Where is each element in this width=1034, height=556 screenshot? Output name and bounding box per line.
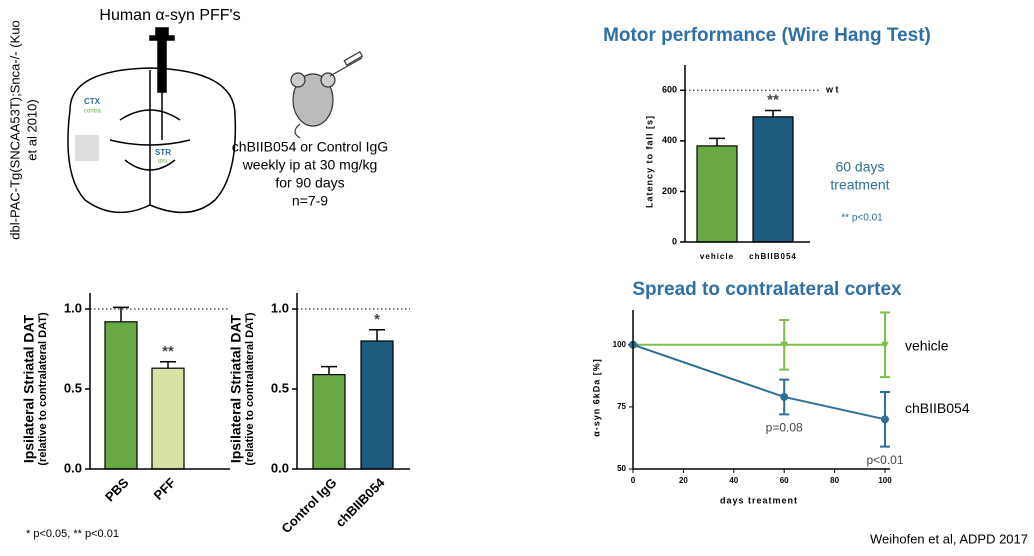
treatment-line: for 90 days bbox=[275, 175, 344, 191]
reference-label: w t bbox=[825, 85, 839, 95]
x-tick-label: PBS bbox=[102, 475, 132, 505]
bar bbox=[105, 322, 137, 469]
treatment-line: weekly ip at 30 mg/kg bbox=[242, 157, 378, 173]
brain-label: CTX bbox=[84, 97, 101, 106]
brain-label: ipsi bbox=[158, 159, 167, 165]
y-tick-label: 0.0 bbox=[64, 460, 82, 475]
treatment-line: chBIIB054 or Control IgG bbox=[232, 139, 388, 155]
note: 60 days bbox=[835, 159, 884, 175]
y-tick-label: 400 bbox=[662, 135, 677, 145]
y-tick-label: 0.5 bbox=[64, 380, 82, 395]
y-axis-label: Latency to fall [s] bbox=[644, 115, 654, 208]
citation: Weihofen et al, ADPD 2017 bbox=[870, 531, 1028, 546]
annotation: ** bbox=[767, 91, 779, 108]
note: ** p<0.01 bbox=[841, 213, 883, 224]
bar bbox=[361, 341, 393, 469]
x-tick-label: 80 bbox=[830, 476, 839, 485]
bar bbox=[152, 368, 184, 469]
x-tick-label: 0 bbox=[631, 476, 636, 485]
treatment-line: n=7-9 bbox=[292, 193, 328, 209]
y-tick-label: 600 bbox=[662, 85, 677, 95]
series-label: chBIIB054 bbox=[905, 400, 970, 416]
brain-label: STR bbox=[155, 148, 171, 157]
y-tick-label: 200 bbox=[662, 186, 677, 196]
x-tick-label: 100 bbox=[878, 476, 892, 485]
series-line bbox=[633, 345, 885, 420]
error-bar bbox=[765, 111, 781, 117]
y-axis-label: (relative to contralateral DAT) bbox=[37, 312, 49, 466]
error-bar bbox=[709, 138, 725, 146]
series-label: vehicle bbox=[905, 337, 949, 353]
y-tick-label: 0 bbox=[672, 236, 677, 246]
strain-line: et al 2010) bbox=[24, 99, 39, 160]
y-tick-label: 0.0 bbox=[271, 460, 289, 475]
footnote: * p<0.05, ** p<0.01 bbox=[26, 528, 119, 540]
y-axis-label: α-syn 6kDa [%] bbox=[591, 358, 601, 437]
y-tick-label: 100 bbox=[613, 340, 627, 349]
y-axis-label: Ipsilateral Striatal DAT bbox=[21, 314, 37, 463]
y-tick-label: 75 bbox=[617, 402, 626, 411]
x-tick-label: vehicle bbox=[700, 252, 734, 261]
bar bbox=[753, 117, 793, 242]
mouse-icon bbox=[291, 52, 362, 138]
chart-title: Spread to contralateral cortex bbox=[632, 279, 902, 300]
x-tick-label: Control IgG bbox=[278, 475, 339, 536]
y-tick-label: 1.0 bbox=[271, 300, 289, 315]
brain-diagram bbox=[68, 28, 235, 212]
annotation: p=0.08 bbox=[766, 421, 803, 435]
marker bbox=[780, 393, 788, 401]
slide: Human α-syn PFF's dbl-PAC-Tg(SNCAA53T);S… bbox=[0, 0, 1034, 556]
y-tick-label: 50 bbox=[617, 464, 626, 473]
error-bar bbox=[369, 330, 385, 341]
error-bar bbox=[160, 362, 176, 368]
bar bbox=[697, 146, 737, 242]
brain-label: contra bbox=[84, 109, 101, 115]
chart-title: Motor performance (Wire Hang Test) bbox=[603, 25, 931, 46]
bar bbox=[313, 375, 345, 469]
annotation: * bbox=[374, 311, 380, 328]
x-tick-label: PFF bbox=[151, 475, 179, 503]
note: treatment bbox=[830, 177, 889, 193]
annotation: p<0.01 bbox=[866, 453, 903, 467]
x-tick-label: 20 bbox=[679, 476, 688, 485]
annotation: ** bbox=[162, 343, 174, 360]
x-tick-label: 40 bbox=[729, 476, 738, 485]
strain-label: dbl-PAC-Tg(SNCAA53T);Snca-/- (Kuo et al … bbox=[7, 20, 39, 239]
x-tick-label: chBIIB054 bbox=[749, 252, 797, 261]
strain-line: dbl-PAC-Tg(SNCAA53T);Snca-/- (Kuo bbox=[7, 20, 22, 239]
x-axis-label: days treatment bbox=[720, 495, 798, 505]
marker bbox=[881, 415, 889, 423]
error-bar bbox=[321, 367, 337, 375]
y-axis-label: Ipsilateral Striatal DAT bbox=[228, 314, 244, 463]
x-tick-label: chBIIB054 bbox=[332, 474, 388, 530]
y-axis-label: (relative to contralateral DAT) bbox=[244, 312, 256, 466]
y-tick-label: 0.5 bbox=[271, 380, 289, 395]
pff-label: Human α-syn PFF's bbox=[99, 7, 240, 24]
y-tick-label: 1.0 bbox=[64, 300, 82, 315]
x-tick-label: 60 bbox=[780, 476, 789, 485]
